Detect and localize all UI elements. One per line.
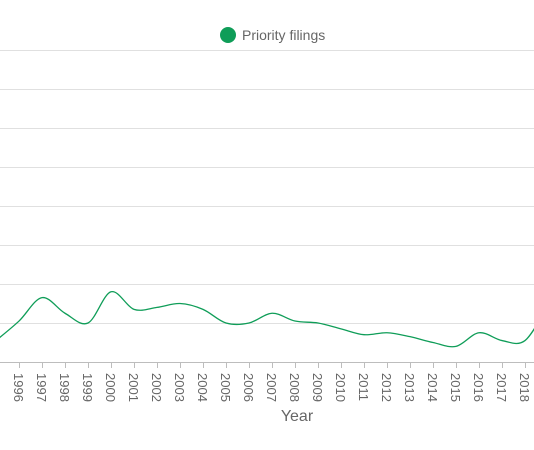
- data-point[interactable]: [223, 320, 229, 326]
- data-point[interactable]: [16, 318, 22, 324]
- x-tick-label: 2008: [287, 373, 302, 402]
- data-point[interactable]: [407, 334, 413, 340]
- data-point[interactable]: [453, 343, 459, 349]
- legend-label: Priority filings: [242, 27, 325, 43]
- data-point[interactable]: [85, 320, 91, 326]
- legend-swatch: [220, 27, 236, 43]
- data-point[interactable]: [430, 340, 436, 346]
- legend[interactable]: Priority filings: [220, 27, 325, 43]
- x-tick-label: 2009: [310, 373, 325, 402]
- gridlines: [0, 50, 534, 363]
- x-tick-label: 2002: [149, 373, 164, 402]
- x-axis-title: Year: [281, 408, 314, 425]
- x-tick-label: 2011: [356, 373, 371, 401]
- x-tick-label: 1995: [0, 373, 3, 402]
- x-tick-label: 2010: [333, 373, 348, 402]
- x-tick-label: 2014: [425, 373, 440, 402]
- x-tick-label: 2012: [379, 373, 394, 402]
- data-point[interactable]: [246, 320, 252, 326]
- data-point[interactable]: [131, 306, 137, 312]
- x-tick-label: 1998: [57, 373, 72, 402]
- data-point[interactable]: [361, 332, 367, 338]
- x-tick-label: 2013: [402, 373, 417, 402]
- data-point[interactable]: [384, 330, 390, 336]
- data-point[interactable]: [62, 310, 68, 316]
- data-point[interactable]: [315, 320, 321, 326]
- x-tick-label: 2006: [241, 373, 256, 402]
- series-line-0: [0, 291, 534, 348]
- x-tick-label: 2004: [195, 373, 210, 402]
- x-tick-label: 1999: [80, 373, 95, 402]
- data-point[interactable]: [292, 318, 298, 324]
- x-tick-label: 2017: [494, 373, 509, 402]
- x-tick-label: 1996: [11, 373, 26, 402]
- x-tick-label: 2007: [264, 373, 279, 402]
- x-tick-label: 1997: [34, 373, 49, 402]
- series-group: [0, 289, 534, 349]
- x-tick-label: 2018: [517, 373, 532, 402]
- x-tick-label: 2001: [126, 373, 141, 402]
- data-point[interactable]: [338, 326, 344, 332]
- data-point[interactable]: [476, 330, 482, 336]
- data-point[interactable]: [108, 289, 114, 295]
- data-point[interactable]: [522, 338, 528, 344]
- data-point[interactable]: [177, 301, 183, 307]
- data-point[interactable]: [39, 295, 45, 301]
- data-point[interactable]: [269, 310, 275, 316]
- x-tick-label: 2000: [103, 373, 118, 402]
- data-point[interactable]: [200, 306, 206, 312]
- data-point[interactable]: [154, 304, 160, 310]
- data-point[interactable]: [499, 338, 505, 344]
- x-tick-label: 2015: [448, 373, 463, 402]
- x-tick-label: 2005: [218, 373, 233, 402]
- x-tick-label: 2016: [471, 373, 486, 402]
- x-tick-label: 2003: [172, 373, 187, 402]
- x-axis-ticks: 1995 1996 1997 1998 1999 2000 2001 2002 2003 2004…: [0, 362, 532, 402]
